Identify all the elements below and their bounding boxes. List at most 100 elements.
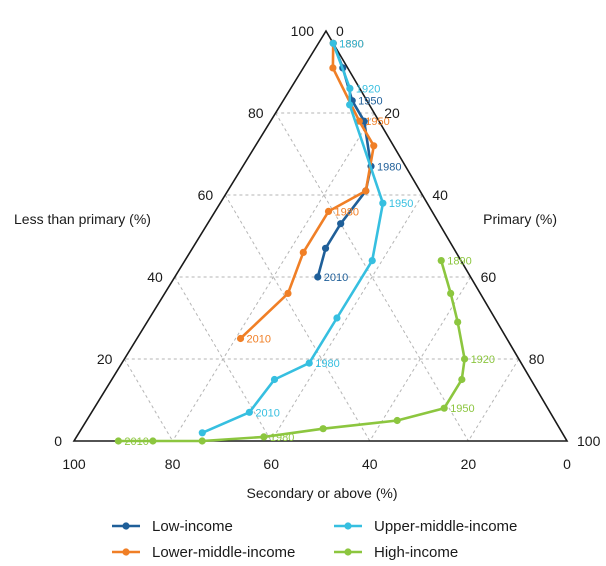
legend-label-low-income: Low-income (152, 518, 233, 535)
legend: Low-income Lower-middle-income Upper-mid… (112, 518, 517, 561)
data-point-high-income (454, 318, 462, 326)
left-axis-tick: 20 (97, 351, 113, 367)
left-axis-tick: 80 (248, 105, 264, 121)
series-line-upper-middle-income (201, 42, 385, 434)
right-axis-tick: 60 (481, 269, 497, 285)
left-axis-title: Less than primary (%) (14, 211, 151, 227)
legend-label-high-income: High-income (374, 544, 458, 561)
data-point-upper-middle-income (379, 199, 387, 207)
series-upper-middle-income (198, 39, 387, 437)
year-label-upper-middle-income: 2010 (255, 407, 279, 419)
data-point-lower-middle-income (362, 187, 370, 195)
left-axis-tick: 0 (54, 433, 62, 449)
year-label-lower-middle-income: 1980 (335, 206, 359, 218)
bottom-axis-tick: 0 (563, 456, 571, 472)
data-point-high-income (260, 433, 268, 441)
series-line-lower-middle-income (239, 43, 376, 340)
grid-line (172, 112, 375, 442)
grid-lines (123, 112, 520, 442)
year-label-high-income: 1950 (450, 403, 474, 415)
right-axis-tick: 20 (384, 105, 400, 121)
legend-marker-lower-middle-income (122, 548, 130, 556)
data-series (114, 39, 469, 445)
data-point-lower-middle-income (236, 334, 245, 343)
grid-line (270, 194, 423, 442)
data-point-lower-middle-income (284, 289, 292, 297)
data-point-upper-middle-income (333, 314, 341, 322)
data-point-high-income (460, 355, 469, 363)
year-label-high-income: 1890 (447, 256, 471, 268)
data-point-lower-middle-income (355, 117, 363, 125)
legend-marker-upper-middle-income (344, 522, 352, 530)
grid-line (224, 194, 371, 442)
data-point-lower-middle-income (329, 64, 337, 72)
year-label-upper-middle-income: 1890 (339, 38, 363, 50)
bottom-axis-tick: 40 (362, 456, 378, 472)
legend-label-lower-middle-income: Lower-middle-income (152, 544, 295, 561)
year-label-low-income: 1980 (377, 161, 401, 173)
data-point-high-income (458, 375, 466, 384)
data-point-low-income (360, 117, 368, 125)
data-point-upper-middle-income (346, 101, 354, 109)
series-line-high-income (118, 260, 466, 443)
legend-label-upper-middle-income: Upper-middle-income (374, 518, 517, 535)
data-point-low-income (321, 244, 330, 252)
grid-line (174, 276, 272, 442)
data-point-upper-middle-income (346, 84, 354, 92)
data-point-upper-middle-income (329, 39, 337, 47)
legend-item-upper-middle-income: Upper-middle-income (334, 518, 517, 535)
data-point-lower-middle-income (324, 207, 333, 215)
data-point-high-income (319, 425, 327, 433)
legend-item-high-income: High-income (334, 544, 458, 561)
data-point-upper-middle-income (245, 408, 253, 416)
data-point-lower-middle-income (370, 142, 378, 150)
year-label-low-income: 1950 (358, 96, 382, 108)
bottom-axis-title: Secondary or above (%) (247, 485, 398, 501)
year-label-upper-middle-income: 1920 (356, 83, 380, 95)
data-point-low-income (314, 273, 322, 281)
tick-labels: 100 80 60 40 20 0 0 20 40 60 80 100 100 80 60 40 20 0 (54, 23, 600, 472)
bottom-axis-tick: 20 (461, 456, 477, 472)
data-point-low-income (337, 220, 345, 228)
data-point-high-income (198, 437, 206, 445)
data-point-lower-middle-income (299, 248, 307, 256)
data-point-upper-middle-income (198, 429, 206, 437)
grid-line (123, 358, 174, 442)
right-axis-title: Primary (%) (483, 211, 557, 227)
series-lower-middle-income (236, 39, 378, 343)
legend-marker-low-income (122, 522, 130, 530)
data-point-high-income (393, 416, 401, 425)
right-axis-tick: 40 (432, 187, 448, 203)
data-point-high-income (437, 257, 445, 265)
right-axis-tick: 0 (336, 23, 344, 39)
legend-item-low-income: Low-income (112, 518, 233, 535)
data-point-high-income (114, 437, 122, 445)
legend-item-lower-middle-income: Lower-middle-income (112, 544, 295, 561)
year-label-lower-middle-income: 1890 (339, 38, 363, 50)
right-axis-tick: 80 (529, 351, 545, 367)
grid-line (467, 358, 520, 442)
year-label-upper-middle-income: 1950 (389, 198, 413, 210)
data-point-high-income (447, 289, 455, 297)
legend-marker-high-income (344, 548, 352, 556)
series-line-low-income (316, 42, 373, 278)
bottom-axis-tick: 100 (62, 456, 86, 472)
left-axis-tick: 60 (198, 187, 214, 203)
year-label-high-income: 1920 (471, 354, 495, 366)
triangle-frame (72, 29, 569, 442)
data-point-high-income (440, 404, 448, 412)
left-axis-tick: 100 (291, 23, 315, 39)
data-point-upper-middle-income (270, 375, 279, 384)
right-axis-tick: 100 (577, 433, 601, 449)
year-label-high-income: 1980 (270, 432, 294, 444)
year-label-lower-middle-income: 2010 (247, 334, 271, 346)
data-point-upper-middle-income (305, 359, 313, 367)
year-label-lower-middle-income: 1950 (365, 116, 389, 128)
year-labels: 1890195019802010189019501980201018901920… (124, 38, 495, 448)
year-label-low-income: 2010 (324, 272, 348, 284)
bottom-axis-tick: 60 (263, 456, 279, 472)
year-label-high-income: 2010 (124, 436, 148, 448)
data-point-upper-middle-income (368, 257, 376, 265)
